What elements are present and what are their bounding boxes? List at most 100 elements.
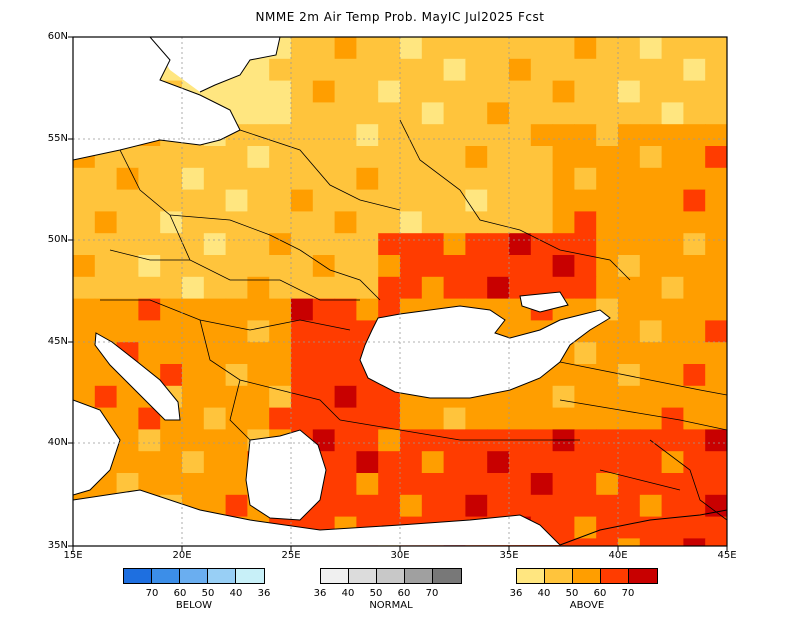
probability-cell bbox=[683, 37, 706, 60]
probability-cell bbox=[552, 233, 575, 256]
probability-cell bbox=[443, 124, 466, 147]
probability-cell bbox=[705, 102, 727, 125]
probability-cell bbox=[487, 473, 510, 496]
probability-cell bbox=[138, 189, 161, 212]
probability-cell bbox=[727, 146, 749, 168]
probability-cell bbox=[530, 473, 554, 496]
probability-cell bbox=[487, 58, 510, 82]
probability-cell bbox=[160, 364, 183, 387]
probability-cell bbox=[574, 233, 597, 256]
legend-swatch bbox=[349, 569, 377, 583]
probability-cell bbox=[443, 58, 466, 82]
probability-cell bbox=[705, 538, 727, 546]
probability-cell bbox=[356, 102, 379, 125]
probability-cell bbox=[618, 342, 641, 365]
probability-cell bbox=[334, 37, 357, 60]
lon-label-25e: 25E bbox=[281, 550, 301, 561]
probability-cell bbox=[487, 80, 510, 103]
probability-cell bbox=[530, 255, 554, 278]
probability-cell bbox=[400, 407, 423, 430]
probability-cell bbox=[400, 146, 423, 169]
probability-cell bbox=[618, 124, 641, 147]
graticule bbox=[73, 37, 727, 546]
legend-swatch bbox=[517, 569, 545, 583]
probability-cell bbox=[618, 494, 641, 518]
probability-cell bbox=[487, 276, 510, 300]
probability-cell bbox=[639, 516, 663, 539]
probability-cell bbox=[225, 342, 248, 365]
probability-cell bbox=[291, 320, 314, 343]
legend-above: 36 40 50 60 70 ABOVE bbox=[510, 568, 658, 611]
probability-cell bbox=[465, 211, 488, 234]
probability-cell bbox=[552, 58, 575, 82]
probability-cell bbox=[443, 211, 466, 234]
probability-cell bbox=[160, 320, 183, 343]
probability-cell bbox=[400, 211, 423, 234]
lat-label-60n: 60N bbox=[47, 31, 68, 42]
probability-cell bbox=[400, 167, 423, 191]
probability-cell bbox=[639, 494, 663, 518]
probability-cell bbox=[225, 407, 248, 430]
probability-cell bbox=[378, 37, 401, 60]
probability-cell bbox=[639, 146, 663, 169]
probability-cell bbox=[116, 146, 139, 169]
probability-cell bbox=[138, 451, 161, 474]
probability-cell bbox=[683, 385, 706, 409]
legend-below-ticks: 70 60 50 40 36 bbox=[123, 588, 271, 600]
probability-cell bbox=[683, 451, 706, 474]
legend-swatch bbox=[124, 569, 152, 583]
probability-cell bbox=[138, 255, 161, 278]
legend-normal-swatches bbox=[320, 568, 462, 584]
probability-cell bbox=[312, 167, 336, 191]
probability-cell bbox=[203, 429, 227, 452]
probability-cell bbox=[378, 124, 401, 147]
map-title: NMME 2m Air Temp Prob. MayIC Jul2025 Fcs… bbox=[255, 10, 545, 24]
legend-swatch bbox=[321, 569, 349, 583]
probability-cell bbox=[639, 233, 663, 256]
probability-cell bbox=[247, 276, 270, 300]
probability-cell bbox=[247, 124, 270, 147]
legend-normal: 36 40 50 60 70 NORMAL bbox=[314, 568, 462, 611]
probability-cell bbox=[421, 146, 445, 169]
probability-cell bbox=[618, 233, 641, 256]
probability-cell bbox=[443, 276, 466, 300]
probability-cell bbox=[487, 124, 510, 147]
probability-cell bbox=[291, 37, 314, 60]
probability-cell bbox=[94, 298, 118, 321]
probability-cell bbox=[443, 473, 466, 496]
probability-cell bbox=[487, 255, 510, 278]
probability-cell bbox=[618, 276, 641, 300]
probability-cell bbox=[552, 407, 575, 430]
probability-cell bbox=[421, 255, 445, 278]
probability-cell bbox=[160, 211, 183, 234]
legend-tick: 36 bbox=[509, 588, 523, 599]
probability-cell bbox=[639, 320, 663, 343]
probability-cell bbox=[400, 124, 423, 147]
probability-cell bbox=[269, 385, 292, 409]
probability-cell bbox=[618, 189, 641, 212]
probability-cell bbox=[530, 146, 554, 169]
legend-tick: 70 bbox=[621, 588, 635, 599]
probability-cell bbox=[727, 364, 749, 386]
lat-label-45n: 45N bbox=[47, 336, 68, 347]
probability-cell bbox=[465, 80, 488, 103]
legend-below-swatches bbox=[123, 568, 265, 584]
probability-cell bbox=[203, 233, 227, 256]
probability-cell bbox=[312, 37, 336, 60]
lon-label-45e: 45E bbox=[717, 550, 737, 561]
probability-cell bbox=[683, 276, 706, 300]
probability-cell bbox=[443, 451, 466, 474]
lon-label-40e: 40E bbox=[608, 550, 628, 561]
probability-cell bbox=[160, 451, 183, 474]
probability-cell bbox=[618, 58, 641, 82]
probability-cell bbox=[683, 516, 706, 539]
probability-cell bbox=[509, 102, 532, 125]
probability-cell bbox=[73, 342, 96, 365]
probability-cell bbox=[160, 189, 183, 212]
probability-cell bbox=[443, 255, 466, 278]
probability-cell bbox=[639, 407, 663, 430]
probability-cell bbox=[509, 385, 532, 409]
probability-cell bbox=[247, 385, 270, 409]
probability-cell bbox=[334, 233, 357, 256]
probability-cell bbox=[727, 255, 749, 277]
